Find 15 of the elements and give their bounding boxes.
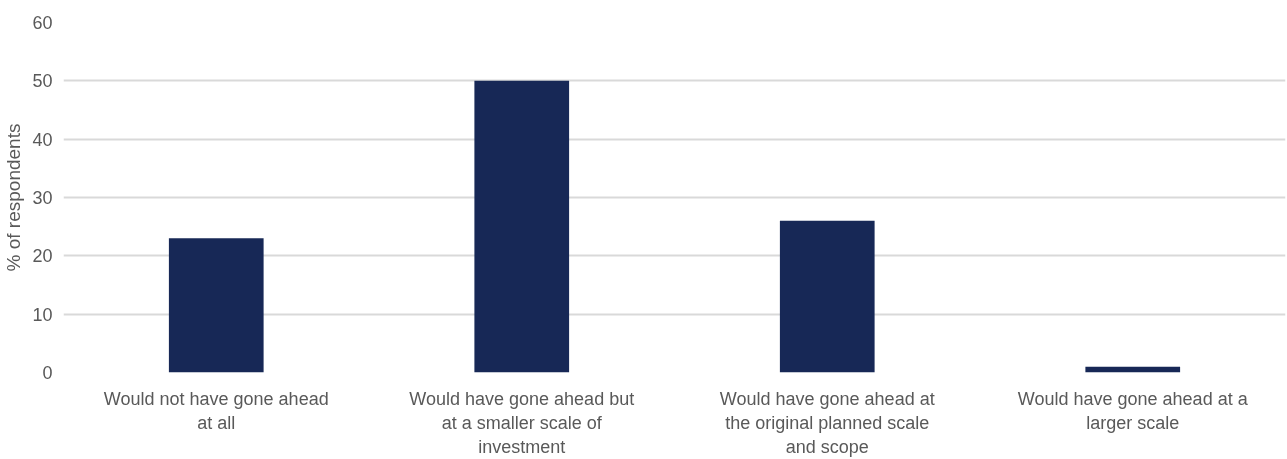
y-tick-label: 60 bbox=[32, 13, 53, 33]
y-tick-label: 0 bbox=[42, 363, 53, 383]
bar bbox=[168, 238, 264, 373]
y-tick-label: 20 bbox=[32, 246, 53, 267]
x-tick-label: Would not have gone ahead at all bbox=[103, 388, 329, 433]
bar bbox=[779, 220, 875, 373]
y-tick-label: 30 bbox=[32, 188, 53, 208]
bar bbox=[474, 80, 570, 373]
x-tick-label: Would have gone ahead but at a smaller scale of investment bbox=[409, 388, 635, 457]
y-axis-title: % of respondents bbox=[3, 123, 25, 272]
x-tick-label: Would have gone ahead at a larger scale bbox=[1017, 388, 1249, 433]
y-tick-label: 50 bbox=[32, 71, 53, 92]
y-tick-label: 40 bbox=[32, 129, 53, 150]
y-tick-label: 10 bbox=[32, 304, 53, 325]
x-tick-label: Would have gone ahead at the original planned scale and scope bbox=[719, 388, 935, 457]
